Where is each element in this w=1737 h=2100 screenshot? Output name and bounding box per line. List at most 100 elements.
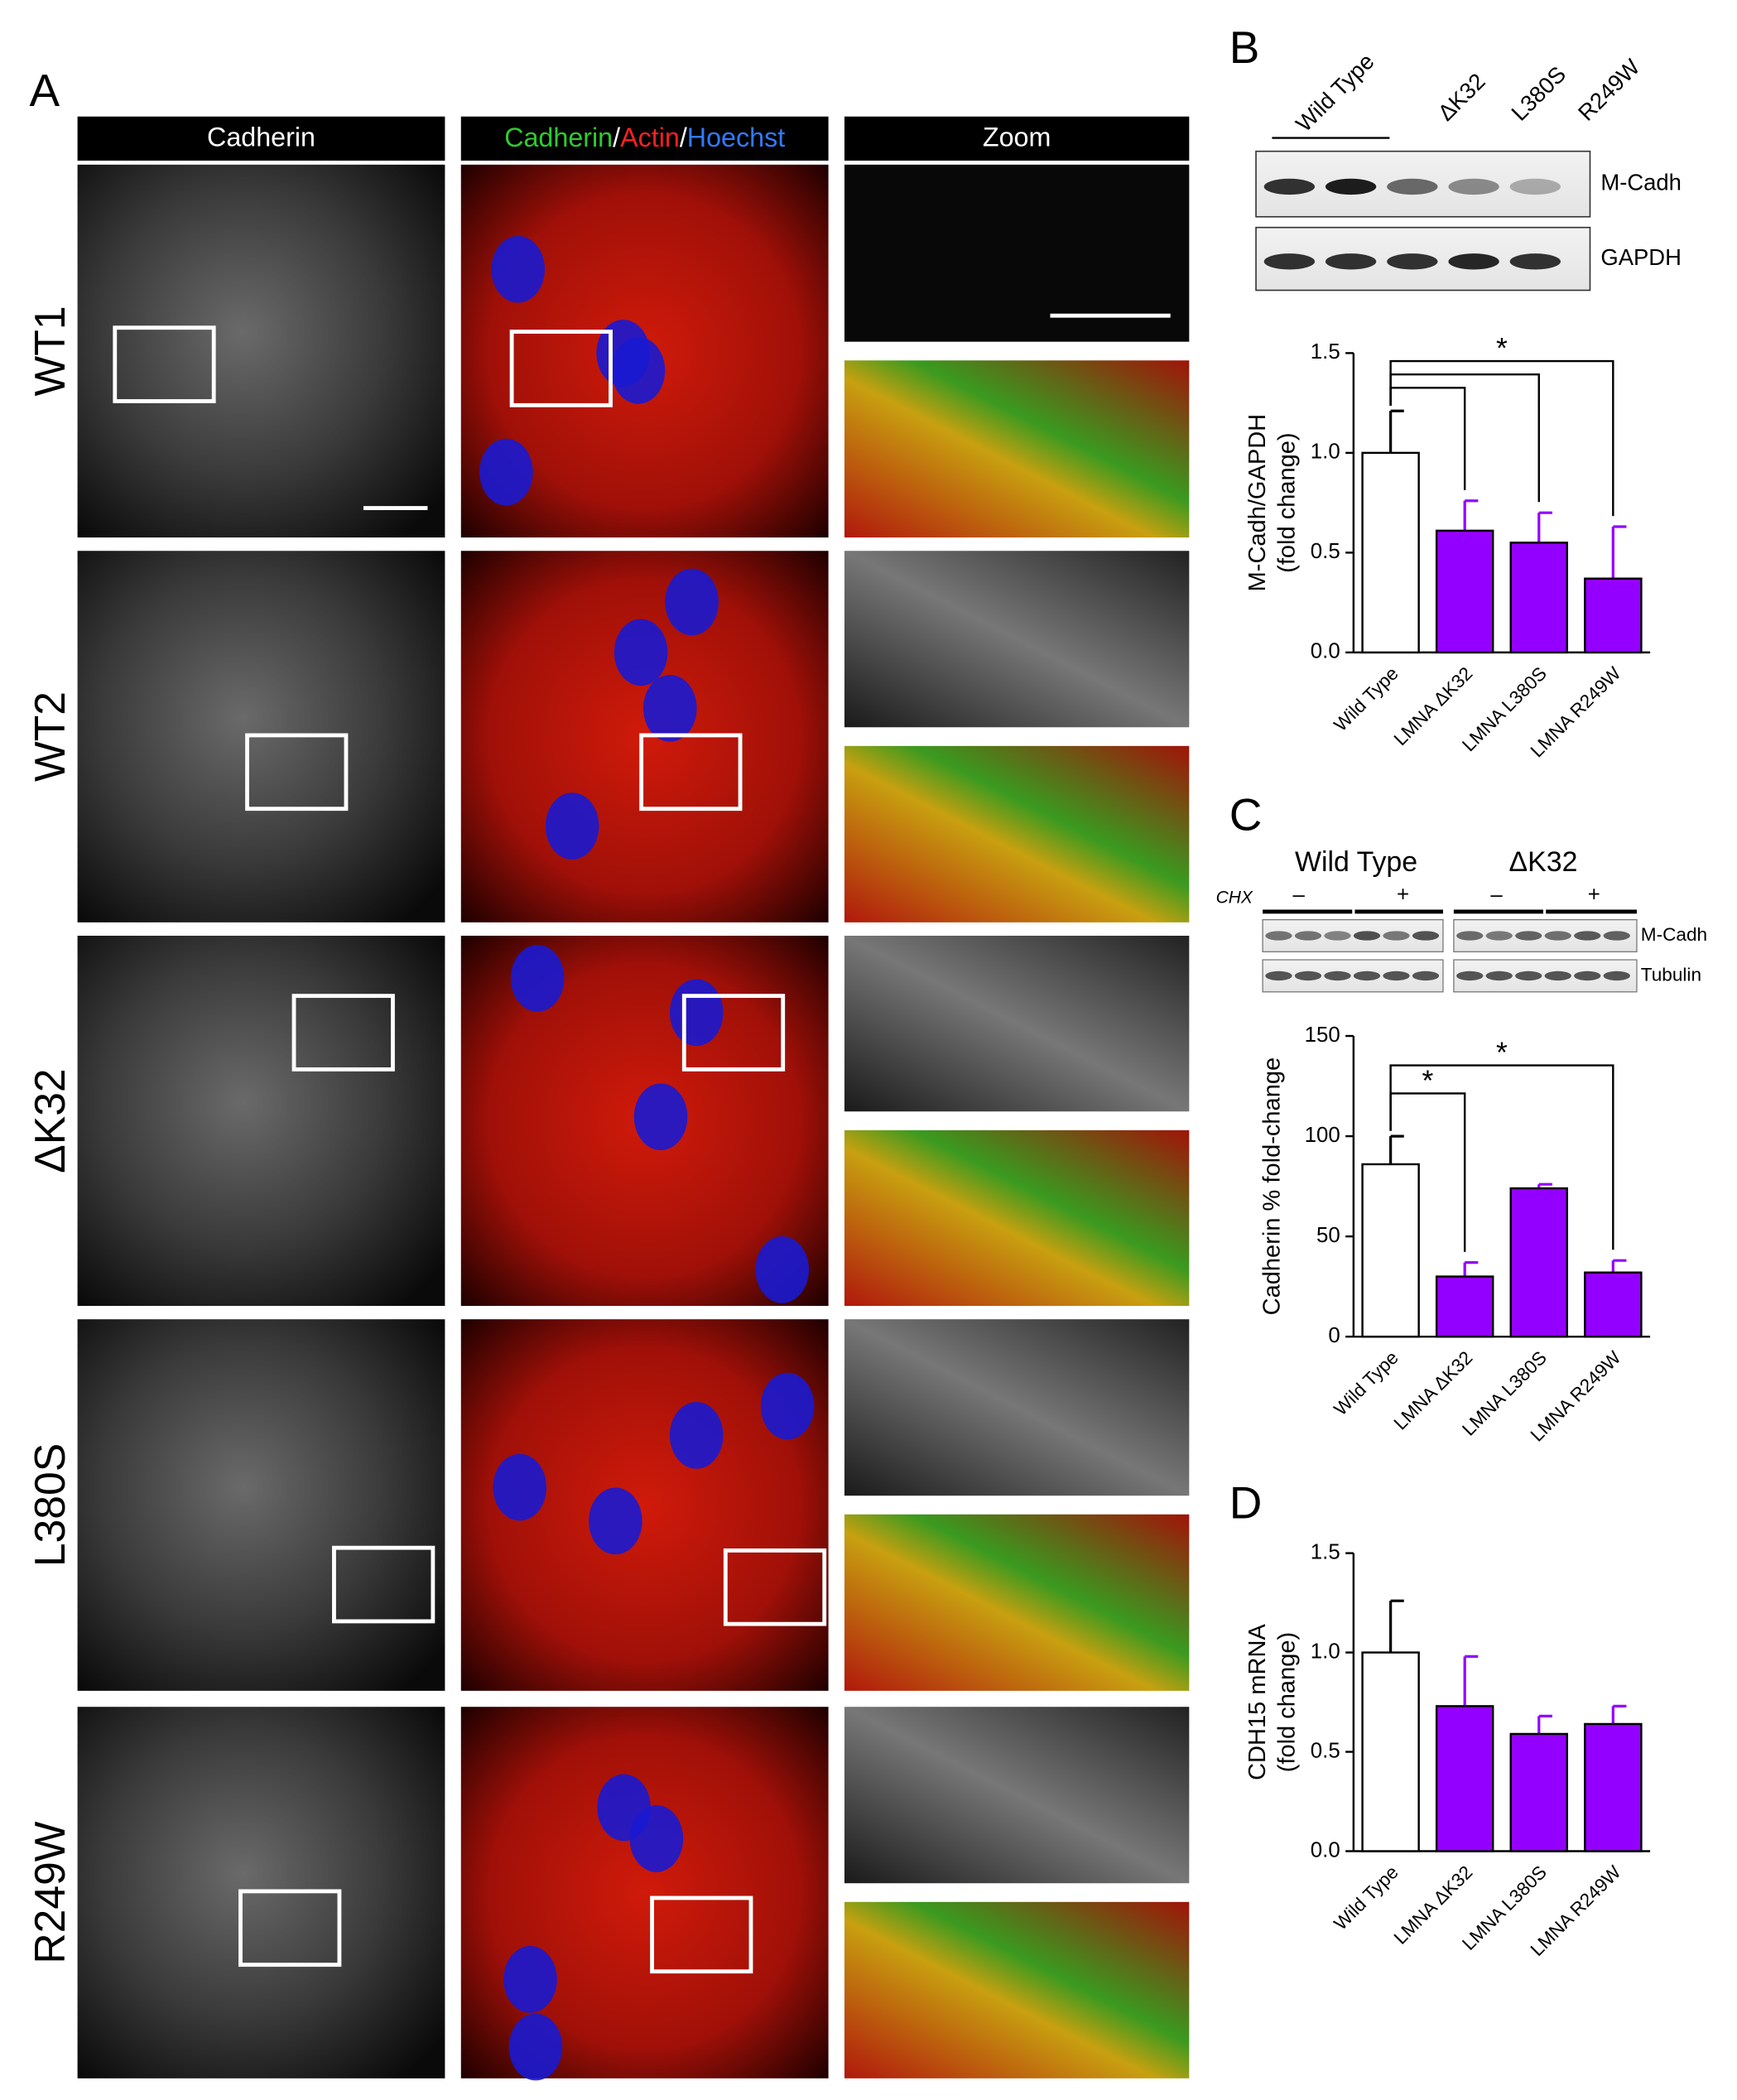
- lane-label: Wild Type: [1291, 48, 1379, 137]
- group-label: ΔK32: [1509, 846, 1578, 878]
- micrograph-cadherin: [77, 1319, 445, 1691]
- zoom-merge: [844, 745, 1190, 922]
- y-tick-label: 0.0: [1311, 640, 1340, 663]
- row-label: WT2: [26, 691, 74, 782]
- y-axis-label: Cadherin % fold-change: [1259, 1057, 1286, 1315]
- treatment-label: CHX: [1216, 888, 1253, 907]
- nucleus: [665, 568, 719, 636]
- bar: [1584, 1722, 1643, 1852]
- zoom-cadherin: [844, 164, 1190, 342]
- nucleus: [633, 1083, 688, 1151]
- y-axis-label: (fold change): [1273, 1632, 1300, 1772]
- zoom-merge: [844, 360, 1190, 538]
- y-axis-label: CDH15 mRNA: [1244, 1624, 1271, 1780]
- nucleus: [755, 1235, 810, 1303]
- roi-box: [332, 1545, 435, 1624]
- y-tick-label: 1.5: [1311, 340, 1340, 364]
- column-header-bg: [460, 116, 829, 161]
- blot-band: [1544, 931, 1571, 941]
- y-axis-label: (fold change): [1273, 432, 1300, 572]
- nucleus: [491, 235, 545, 303]
- y-tick-label: 0: [1328, 1324, 1340, 1347]
- nucleus: [613, 619, 668, 686]
- blot-band: [1412, 931, 1440, 941]
- y-tick-label: 100: [1305, 1124, 1340, 1147]
- blot-label: M-Cadh: [1600, 169, 1682, 195]
- y-tick-label: 0.5: [1311, 1739, 1340, 1762]
- group-label: Wild Type: [1295, 846, 1417, 878]
- blot-band: [1515, 931, 1542, 941]
- zoom-cadherin: [844, 1319, 1190, 1496]
- blot-band: [1544, 971, 1571, 981]
- blot-band: [1325, 253, 1377, 270]
- blot-band: [1383, 971, 1410, 981]
- roi-box: [650, 1895, 753, 1974]
- blot-band: [1509, 178, 1561, 195]
- blot-band: [1265, 971, 1292, 981]
- micrograph-cadherin: [77, 164, 445, 538]
- panel-label: C: [1229, 788, 1263, 840]
- blot-band: [1412, 971, 1440, 981]
- nucleus: [503, 1945, 557, 2013]
- bar: [1509, 1187, 1568, 1338]
- column-header-part: Hoechst: [687, 123, 785, 152]
- blot-band: [1263, 253, 1316, 270]
- column-header: Cadherin/Actin/Hoechst: [504, 123, 785, 152]
- nucleus: [545, 792, 599, 860]
- roi-box: [238, 1889, 342, 1968]
- y-tick-label: 1.0: [1311, 441, 1340, 464]
- nucleus: [760, 1372, 815, 1440]
- roi-box: [681, 994, 786, 1072]
- blot-band: [1353, 931, 1381, 941]
- roi-box: [723, 1548, 827, 1626]
- roi-box: [509, 330, 613, 407]
- lane-label: L380S: [1506, 61, 1571, 126]
- significance-star: *: [1496, 332, 1508, 365]
- treatment-sign: +: [1588, 883, 1600, 906]
- bar: [1361, 451, 1420, 654]
- treatment-sign: +: [1397, 883, 1409, 906]
- blot-label: GAPDH: [1600, 244, 1682, 270]
- y-axis-label: M-Cadh/GAPDH: [1244, 414, 1271, 592]
- roi-box: [113, 325, 216, 403]
- treatment-sign: –: [1490, 883, 1503, 906]
- zoom-merge: [844, 1129, 1190, 1307]
- blot-band: [1515, 971, 1542, 981]
- x-tick-label: Wild Type: [1330, 1862, 1402, 1934]
- panel-label: B: [1229, 22, 1260, 73]
- nucleus: [629, 1805, 684, 1872]
- lane-label: ΔK32: [1432, 68, 1489, 125]
- nucleus: [669, 979, 724, 1047]
- y-tick-label: 1.0: [1311, 1640, 1340, 1663]
- column-header-part: Cadherin: [504, 123, 613, 152]
- nucleus: [508, 2013, 563, 2081]
- blot-band: [1325, 178, 1377, 195]
- blot-band: [1485, 931, 1513, 941]
- blot-band: [1265, 931, 1292, 941]
- bar: [1435, 1275, 1494, 1338]
- lane-label: R249W: [1573, 54, 1645, 126]
- zoom-merge: [844, 1901, 1190, 2078]
- nucleus: [669, 1401, 724, 1469]
- row-label: ΔK32: [26, 1068, 74, 1173]
- panel-label: A: [30, 65, 60, 116]
- row-label: L380S: [26, 1443, 74, 1567]
- y-tick-label: 0.0: [1311, 1838, 1340, 1862]
- column-header-part: /: [680, 123, 687, 152]
- blot-band: [1509, 253, 1561, 270]
- bar: [1435, 529, 1494, 654]
- column-header: Zoom: [983, 123, 1051, 152]
- zoom-cadherin: [844, 551, 1190, 728]
- column-header-part: /: [613, 123, 620, 152]
- y-tick-label: 150: [1305, 1024, 1340, 1047]
- nucleus: [510, 945, 565, 1012]
- blot-band: [1383, 931, 1410, 941]
- bar: [1509, 542, 1568, 654]
- y-tick-label: 50: [1316, 1224, 1340, 1247]
- micrograph-merge: [460, 1707, 829, 2078]
- blot-band: [1603, 931, 1630, 941]
- column-header-bg: [844, 116, 1190, 161]
- bar: [1361, 1163, 1420, 1338]
